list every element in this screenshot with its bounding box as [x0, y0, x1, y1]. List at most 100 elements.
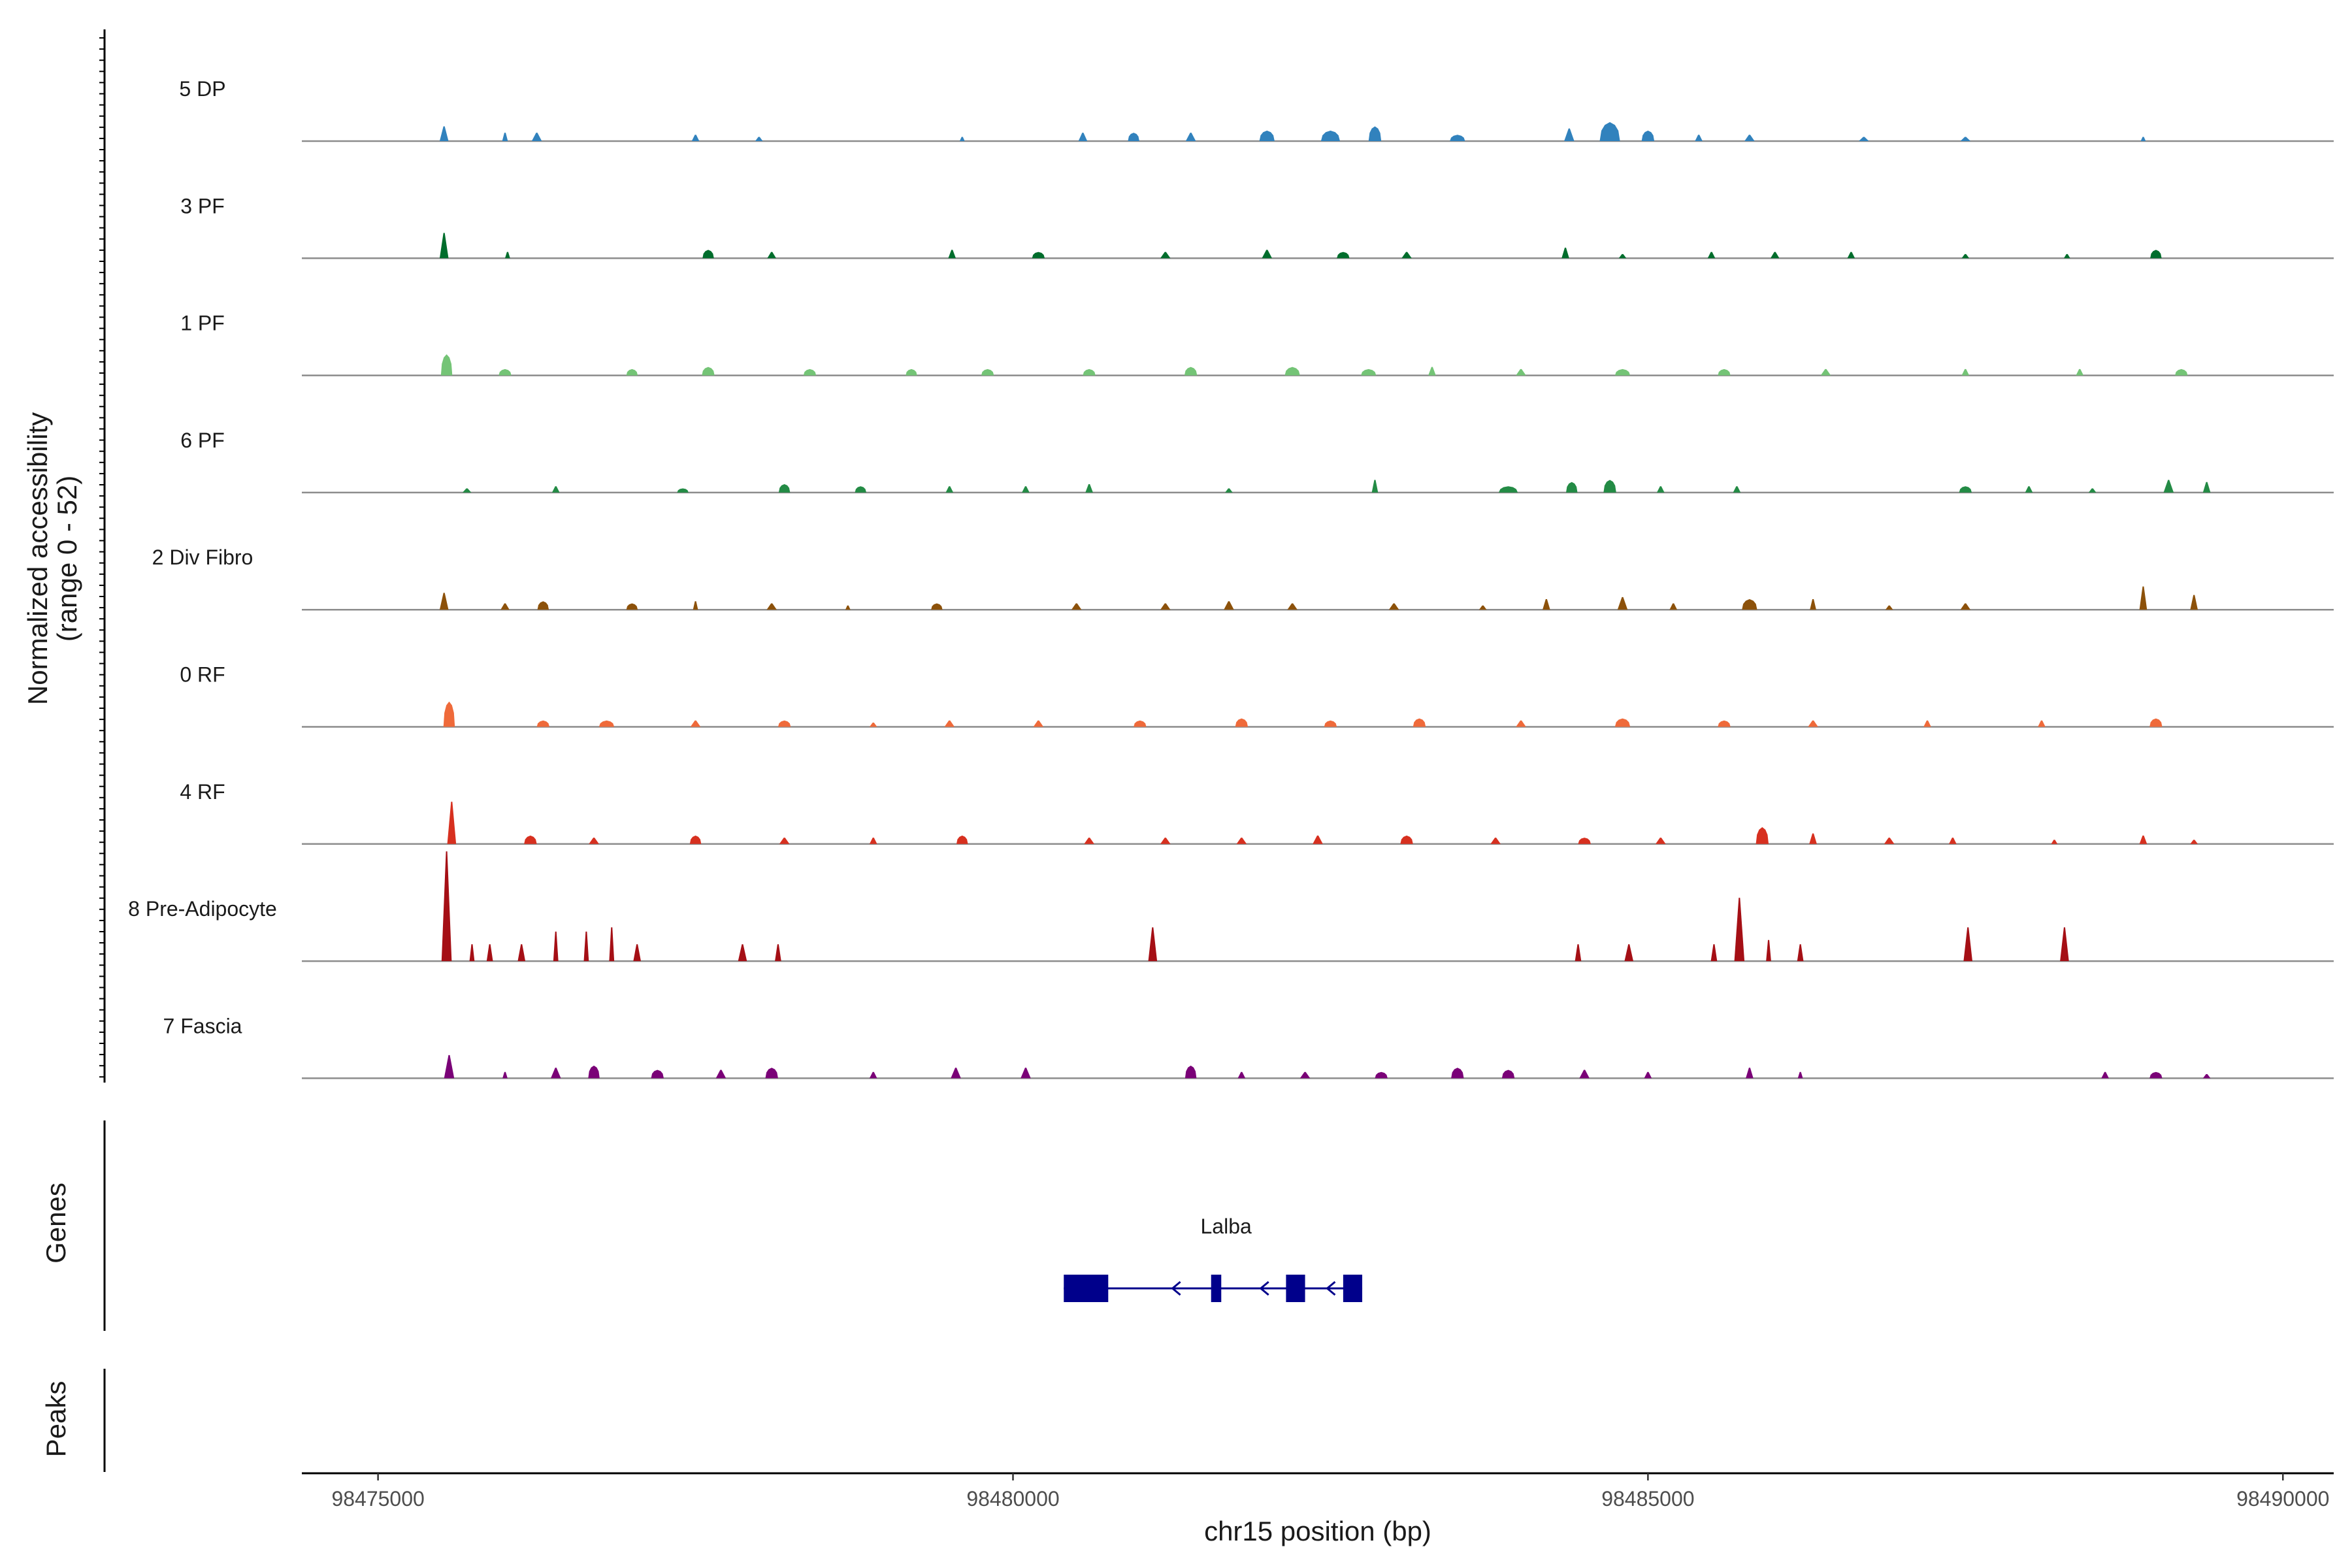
coverage-peak	[439, 126, 449, 141]
coverage-peak	[1959, 486, 1972, 493]
coverage-peak	[689, 835, 702, 844]
coverage-peak	[550, 1068, 561, 1079]
track-label: 5 DP	[179, 77, 225, 101]
coverage-peak	[738, 944, 747, 962]
coverage-peak	[677, 488, 689, 493]
coverage-peak	[1400, 835, 1413, 844]
x-tick-label: 98475000	[331, 1487, 424, 1511]
coverage-peak	[462, 488, 472, 493]
coverage-peak	[469, 944, 475, 962]
coverage-peak	[755, 137, 763, 141]
coverage-peak	[1160, 838, 1171, 844]
coverage-peak	[517, 944, 526, 962]
coverage-peak	[444, 1054, 455, 1079]
coverage-peak	[439, 233, 449, 259]
coverage-peak	[1618, 253, 1627, 259]
gene-exon	[1211, 1275, 1222, 1302]
coverage-peak	[948, 250, 956, 259]
track-label: 8 Pre-Adipocyte	[128, 897, 277, 921]
coverage-peak	[651, 1070, 664, 1079]
coverage-peak	[447, 802, 457, 844]
coverage-peak	[1885, 605, 1893, 610]
coverage-peak	[2202, 1073, 2211, 1079]
coverage-peak	[2051, 840, 2058, 844]
coverage-peak	[944, 720, 955, 727]
coverage-peak	[1225, 488, 1233, 493]
coverage-peak	[441, 851, 452, 962]
coverage-peak	[956, 835, 968, 844]
coverage-peak	[693, 601, 698, 610]
coverage-peak	[589, 838, 599, 844]
coverage-peak	[1450, 135, 1465, 141]
coverage-peak	[2149, 1071, 2163, 1079]
coverage-peak	[945, 486, 954, 493]
coverage-peak	[536, 720, 550, 727]
coverage-peak	[1961, 368, 1970, 376]
x-tick-label: 98490000	[2236, 1487, 2329, 1511]
coverage-track: 8 Pre-Adipocyte	[128, 851, 2334, 962]
coverage-peak	[2149, 718, 2163, 727]
coverage-peak	[1078, 133, 1088, 141]
coverage-peak	[1579, 1070, 1590, 1079]
coverage-peak	[1134, 720, 1147, 727]
y-axis-label: Normalized accessibility	[22, 412, 53, 705]
coverage-peak	[1324, 720, 1337, 727]
coverage-peak	[1707, 252, 1716, 259]
coverage-peak	[1923, 720, 1931, 727]
coverage-peak	[777, 720, 791, 727]
coverage-peak	[2025, 486, 2033, 493]
coverage-peak	[1516, 368, 1526, 376]
coverage-peak	[1614, 368, 1631, 376]
coverage-track: 0 RF	[180, 663, 2334, 728]
coverage-peak	[502, 1071, 508, 1079]
track-label: 2 Div Fibro	[152, 546, 253, 569]
coverage-peak	[1368, 126, 1382, 141]
coverage-peak	[1262, 250, 1273, 259]
coverage-peak	[1022, 486, 1030, 493]
coverage-peak	[1599, 122, 1620, 141]
gene-exon	[1286, 1275, 1305, 1302]
coverage-peak	[1641, 130, 1655, 141]
x-axis: 98475000 98480000 98485000 98490000	[302, 1472, 2334, 1511]
coverage-peak	[2139, 835, 2148, 844]
coverage-peak	[1617, 596, 1628, 610]
coverage-peak	[1603, 480, 1616, 493]
coverage-peak	[2038, 720, 2046, 727]
coverage-peak	[1746, 1068, 1754, 1079]
coverage-peak	[1960, 137, 1971, 141]
coverage-peak	[440, 354, 453, 376]
coverage-peak	[1033, 720, 1044, 727]
coverage-peak	[1884, 838, 1895, 844]
coverage-peak	[1501, 1070, 1515, 1079]
coverage-peak	[537, 601, 549, 610]
track-label: 7 Fascia	[163, 1014, 242, 1037]
coverage-peak	[633, 944, 641, 962]
coverage-peak	[1128, 133, 1139, 141]
coverage-peak	[1543, 599, 1550, 610]
coverage-peak	[869, 1071, 877, 1079]
strand-arrow	[1326, 1281, 1336, 1296]
coverage-peak	[505, 252, 510, 259]
coverage-peak	[1564, 128, 1575, 141]
coverage-peak	[1084, 838, 1094, 844]
track-label: 6 PF	[180, 429, 225, 452]
coverage-peak	[1428, 367, 1436, 376]
coverage-peak	[1960, 603, 1971, 610]
coverage-peak	[1578, 838, 1591, 844]
coverage-peak	[1287, 603, 1298, 610]
coverage-peak	[715, 1070, 727, 1079]
coverage-peak	[1032, 252, 1045, 259]
coverage-peak	[1498, 486, 1518, 493]
coverage-peak	[1085, 483, 1093, 493]
coverage-peak	[1624, 944, 1634, 962]
coverage-peak	[779, 838, 790, 844]
coverage-peak	[1361, 368, 1377, 376]
coverage-peak	[845, 605, 851, 610]
coverage-peak	[1259, 130, 1275, 141]
coverage-track: 6 PF	[180, 429, 2334, 494]
coverage-peak	[1770, 252, 1780, 259]
coverage-peak	[2190, 595, 2198, 610]
coverage-peak	[2175, 368, 2188, 376]
coverage-peak	[803, 368, 817, 376]
coverage-track: 4 RF	[180, 780, 2334, 845]
